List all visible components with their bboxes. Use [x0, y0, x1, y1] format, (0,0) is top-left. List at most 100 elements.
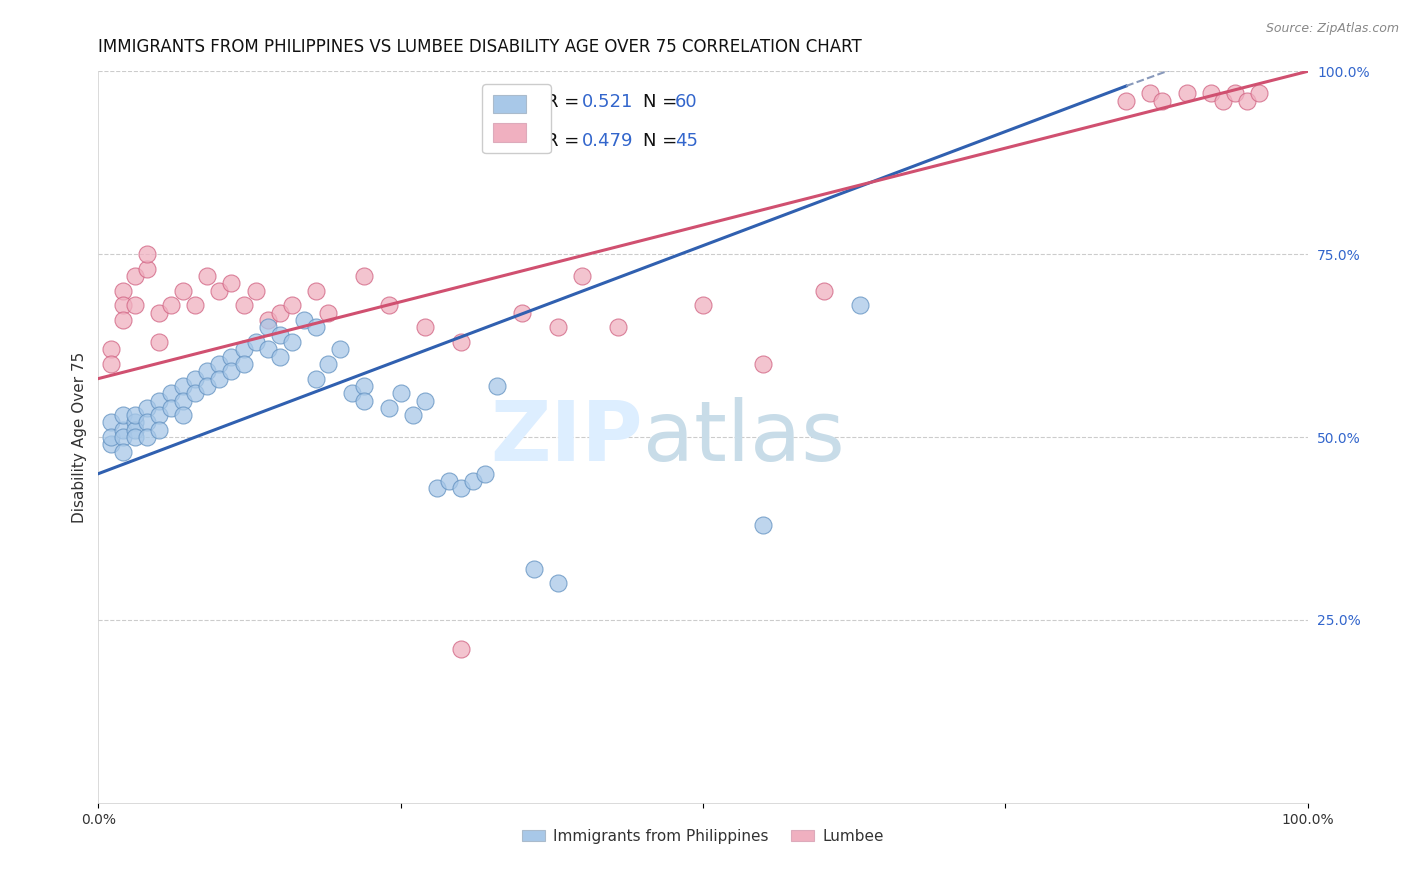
Point [172, 393, 194, 408]
Point [160, 386, 183, 401]
Point [813, 284, 835, 298]
Legend: Immigrants from Philippines, Lumbee: Immigrants from Philippines, Lumbee [516, 822, 890, 850]
Point [269, 350, 291, 364]
Point [377, 401, 399, 415]
Point [232, 343, 254, 357]
Point [124, 269, 146, 284]
Point [281, 334, 304, 349]
Point [184, 298, 207, 312]
Point [450, 334, 472, 349]
Point [523, 562, 546, 576]
Point [547, 320, 569, 334]
Point [510, 306, 533, 320]
Point [752, 357, 775, 371]
Point [547, 576, 569, 591]
Point [221, 277, 243, 291]
Point [426, 481, 449, 495]
Point [413, 320, 436, 334]
Point [353, 269, 375, 284]
Y-axis label: Disability Age Over 75: Disability Age Over 75 [72, 351, 87, 523]
Point [1236, 94, 1258, 108]
Point [184, 386, 207, 401]
Point [305, 371, 328, 385]
Point [208, 371, 231, 385]
Point [221, 350, 243, 364]
Point [148, 334, 170, 349]
Text: N =: N = [643, 93, 682, 112]
Point [111, 444, 134, 458]
Point [160, 401, 183, 415]
Point [208, 357, 231, 371]
Point [316, 357, 339, 371]
Point [221, 364, 243, 378]
Text: 45: 45 [675, 132, 699, 150]
Point [148, 423, 170, 437]
Point [256, 343, 278, 357]
Point [353, 393, 375, 408]
Point [172, 408, 194, 422]
Text: atlas: atlas [643, 397, 844, 477]
Point [1223, 87, 1246, 101]
Point [1139, 87, 1161, 101]
Point [256, 320, 278, 334]
Point [305, 320, 328, 334]
Text: R =: R = [546, 132, 585, 150]
Text: 0.521: 0.521 [582, 93, 634, 112]
Text: IMMIGRANTS FROM PHILIPPINES VS LUMBEE DISABILITY AGE OVER 75 CORRELATION CHART: IMMIGRANTS FROM PHILIPPINES VS LUMBEE DI… [98, 38, 862, 56]
Point [256, 313, 278, 327]
Point [342, 386, 364, 401]
Point [1175, 87, 1198, 101]
Point [232, 298, 254, 312]
Text: ZIP: ZIP [491, 397, 643, 477]
Point [1199, 87, 1222, 101]
Point [607, 320, 630, 334]
Point [172, 284, 194, 298]
Point [208, 284, 231, 298]
Point [111, 430, 134, 444]
Point [402, 408, 425, 422]
Point [269, 306, 291, 320]
Point [269, 327, 291, 342]
Point [195, 269, 218, 284]
Point [692, 298, 714, 312]
Point [148, 306, 170, 320]
Point [135, 416, 157, 430]
Point [437, 474, 460, 488]
Point [1249, 87, 1271, 101]
Text: N =: N = [643, 132, 682, 150]
Point [353, 379, 375, 393]
Point [100, 357, 122, 371]
Point [281, 298, 304, 312]
Point [135, 247, 157, 261]
Point [450, 481, 472, 495]
Point [111, 284, 134, 298]
Point [1152, 94, 1174, 108]
Point [135, 261, 157, 276]
Text: Source: ZipAtlas.com: Source: ZipAtlas.com [1265, 22, 1399, 36]
Point [849, 298, 872, 312]
Point [111, 313, 134, 327]
Point [463, 474, 485, 488]
Point [184, 371, 207, 385]
Point [292, 313, 315, 327]
Point [195, 379, 218, 393]
Point [1212, 94, 1234, 108]
Point [413, 393, 436, 408]
Point [329, 343, 352, 357]
Point [124, 416, 146, 430]
Point [124, 423, 146, 437]
Point [124, 298, 146, 312]
Point [111, 408, 134, 422]
Point [316, 306, 339, 320]
Point [245, 334, 267, 349]
Point [135, 430, 157, 444]
Point [195, 364, 218, 378]
Point [135, 401, 157, 415]
Point [389, 386, 412, 401]
Point [245, 284, 267, 298]
Point [1115, 94, 1137, 108]
Point [148, 393, 170, 408]
Text: R =: R = [546, 93, 585, 112]
Point [377, 298, 399, 312]
Text: 0.479: 0.479 [582, 132, 634, 150]
